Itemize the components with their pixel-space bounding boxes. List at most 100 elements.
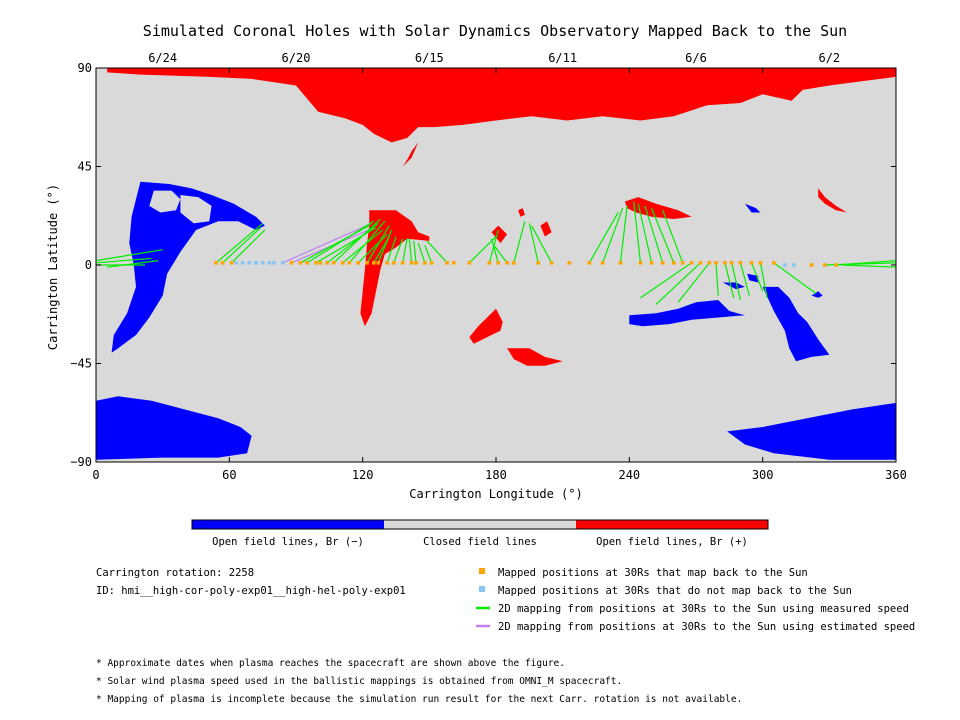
negative-region-1 [96, 396, 252, 460]
unmapped-point-4 [260, 261, 265, 265]
mapped-point-13 [365, 261, 369, 265]
measured-line-14 [357, 233, 388, 264]
mapped-point-1 [220, 261, 225, 265]
positive-region-2 [402, 142, 419, 167]
measured-line-10 [326, 222, 379, 264]
top-date-2: 6/15 [415, 51, 444, 65]
measured-line-32 [531, 225, 553, 264]
measured-line-19 [393, 238, 404, 264]
legend-marker-mapped [479, 568, 485, 574]
unmapped-point-8 [783, 263, 787, 267]
measured-line-4 [215, 222, 264, 264]
top-date-1: 6/20 [282, 51, 311, 65]
mapped-point-21 [423, 261, 427, 265]
mapped-point-45 [723, 261, 727, 265]
x-tick-label-5: 300 [752, 468, 774, 482]
measured-line-17 [377, 229, 393, 264]
top-date-5: 6/2 [818, 51, 840, 65]
mapped-point-14 [371, 261, 376, 265]
positive-region-6 [818, 188, 848, 213]
measured-speed-lines [95, 201, 897, 305]
negative-region-4 [762, 286, 830, 362]
unmapped-point-2 [247, 261, 252, 265]
negative-region-3 [629, 300, 745, 327]
mapped-point-44 [714, 261, 718, 265]
y-tick-label-2: 0 [85, 258, 92, 272]
measured-line-31 [528, 223, 539, 263]
measured-line-37 [637, 203, 653, 263]
negative-region-7 [811, 291, 823, 298]
mapped-point-25 [467, 261, 472, 265]
positive-region-1 [360, 210, 430, 327]
measured-line-35 [619, 205, 628, 263]
measured-line-6 [231, 229, 266, 264]
negative-region-6 [747, 273, 759, 283]
colorbar-closed [384, 520, 576, 529]
x-tick-label-3: 180 [485, 468, 507, 482]
mapped-point-17 [391, 261, 396, 265]
estimated-line-0 [282, 222, 372, 264]
measured-line-53 [842, 264, 897, 268]
positive-region-8 [518, 208, 525, 217]
measured-line-1 [95, 257, 152, 264]
measured-line-30 [513, 221, 526, 263]
mapped-point-15 [376, 261, 381, 265]
measured-line-47 [739, 262, 750, 296]
measured-line-42 [655, 262, 701, 305]
unmapped-points [234, 261, 796, 267]
measured-line-0 [95, 249, 163, 262]
measured-line-23 [417, 242, 426, 264]
mapped-point-4 [298, 261, 303, 265]
x-tick-label-2: 120 [352, 468, 374, 482]
measured-line-49 [759, 262, 768, 298]
top-date-4: 6/6 [685, 51, 707, 65]
mapped-point-35 [618, 261, 623, 265]
note-dates: * Approximate dates when plasma reaches … [96, 658, 565, 669]
y-tick-label-4: −90 [70, 455, 92, 469]
mapped-point-16 [385, 261, 389, 265]
mapped-point-39 [671, 261, 676, 265]
mapped-point-23 [445, 261, 449, 265]
mapped-point-33 [587, 261, 592, 265]
positive-region-3 [469, 308, 503, 344]
measured-line-20 [402, 238, 408, 263]
mapped-point-0 [214, 261, 218, 265]
top-date-3: 6/11 [548, 51, 577, 65]
mapped-point-22 [429, 261, 434, 265]
mapped-point-36 [638, 261, 643, 265]
mapped-point-31 [549, 261, 554, 265]
colorbar-frame [191, 519, 769, 530]
mapped-point-50 [771, 261, 776, 265]
mapped-point-19 [409, 261, 414, 265]
mapped-points [214, 261, 838, 267]
mapped-point-24 [451, 261, 456, 265]
negative-region-2 [727, 402, 896, 460]
top-date-0: 6/24 [148, 51, 177, 65]
measured-line-28 [490, 238, 499, 263]
positive-region-9 [540, 221, 552, 237]
measured-line-5 [222, 227, 261, 264]
y-tick-label-1: 45 [78, 160, 92, 174]
colorbar-positive [576, 520, 768, 529]
unmapped-point-6 [271, 261, 276, 265]
closed-islands [149, 190, 212, 224]
unmapped-point-1 [240, 261, 245, 265]
measured-line-3 [107, 260, 159, 268]
y-tick-label-0: 90 [78, 61, 92, 75]
measured-line-15 [366, 225, 390, 264]
mapped-point-41 [689, 261, 694, 265]
mapped-point-27 [496, 261, 501, 265]
mapped-point-7 [318, 261, 323, 265]
legend-label-unmapped: Mapped positions at 30Rs that do not map… [498, 585, 852, 597]
measured-line-11 [333, 218, 381, 264]
x-tick-label-1: 60 [222, 468, 236, 482]
measured-line-25 [426, 240, 448, 264]
chart-title: Simulated Coronal Holes with Solar Dynam… [143, 22, 847, 40]
unmapped-point-3 [254, 261, 258, 265]
mapped-point-3 [289, 261, 294, 265]
measured-line-50 [773, 262, 817, 294]
x-tick-label-4: 240 [618, 468, 640, 482]
measured-line-34 [602, 207, 624, 264]
mapped-point-11 [347, 261, 352, 265]
plot-area: 0 60 120 180 240 300 360 90 45 0 −45 −90 [70, 61, 907, 482]
